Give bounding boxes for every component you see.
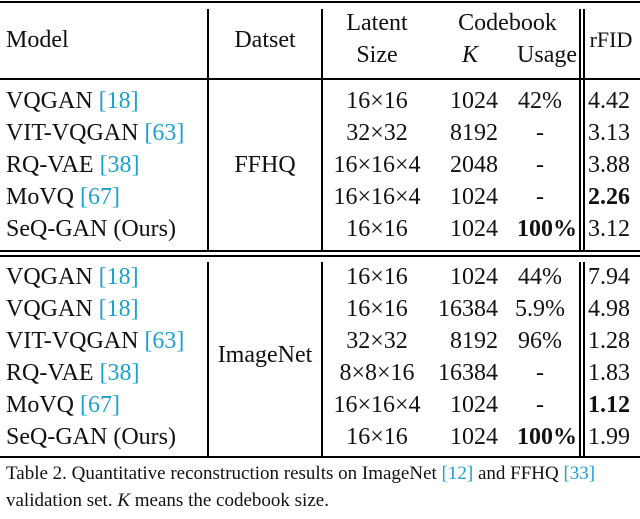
header-latent-2: Size [356, 42, 398, 68]
row-rfid: 7.94 [588, 264, 630, 290]
row-model: SeQ-GAN (Ours) [6, 216, 176, 242]
caption-cite-imagenet[interactable]: [12] [441, 463, 474, 484]
row-rfid: 1.99 [588, 424, 630, 450]
row-latent: 16×16×4 [333, 392, 421, 418]
vrule-dataset-2 [321, 262, 323, 456]
vrule-model [207, 9, 209, 250]
row-rfid: 4.42 [588, 88, 630, 114]
row-usage: - [536, 360, 544, 386]
group-dataset-ffhq: FFHQ [234, 152, 296, 178]
row-model: VQGAN [18] [6, 296, 139, 322]
row-latent: 16×16 [346, 424, 408, 450]
row-k: 1024 [450, 392, 498, 418]
header-k: K [461, 42, 478, 68]
row-model: MoVQ [67] [6, 184, 120, 210]
header-model: Model [6, 27, 69, 53]
row-rfid: 1.12 [588, 392, 630, 418]
row-k: 1024 [450, 264, 498, 290]
table-caption: Table 2. Quantitative reconstruction res… [6, 463, 596, 511]
row-latent: 16×16×4 [333, 152, 421, 178]
row-k: 8192 [450, 328, 498, 354]
row-usage: 5.9% [515, 296, 565, 322]
row-usage: 42% [518, 88, 562, 114]
bottom-rule [0, 456, 640, 458]
row-k: 1024 [450, 184, 498, 210]
row-rfid: 3.13 [588, 120, 630, 146]
caption-cite-ffhq[interactable]: [33] [563, 463, 596, 484]
row-model: MoVQ [67] [6, 392, 120, 418]
row-usage: - [536, 184, 544, 210]
row-rfid: 3.12 [588, 216, 630, 242]
header-rfid: rFID [589, 27, 633, 52]
header-dataset: Datset [234, 27, 296, 53]
row-rfid: 4.98 [588, 296, 630, 322]
top-rule [0, 1, 640, 3]
row-model: VIT-VQGAN [63] [6, 120, 185, 146]
row-rfid: 1.28 [588, 328, 630, 354]
header-codebook: Codebook [458, 10, 557, 36]
group-dataset-imagenet: ImageNet [217, 342, 313, 368]
group-rule-bottom [0, 255, 640, 257]
vrule-usage [579, 9, 581, 250]
vrule-dataset [321, 9, 323, 250]
row-k: 16384 [438, 296, 498, 322]
header-latent-1: Latent [346, 10, 408, 36]
row-rfid: 2.26 [588, 184, 630, 210]
row-latent: 32×32 [346, 120, 408, 146]
row-rfid: 3.88 [588, 152, 630, 178]
header-rule [0, 78, 640, 80]
vrule-usage-b2 [583, 262, 585, 456]
row-rfid: 1.83 [588, 360, 630, 386]
row-usage: - [536, 120, 544, 146]
row-model: RQ-VAE [38] [6, 360, 140, 386]
vrule-usage-2 [579, 262, 581, 456]
row-k: 8192 [450, 120, 498, 146]
row-k: 1024 [450, 424, 498, 450]
header-usage: Usage [517, 42, 577, 68]
row-k: 1024 [450, 88, 498, 114]
row-usage: 100% [517, 424, 577, 450]
row-model: VQGAN [18] [6, 264, 139, 290]
row-latent: 32×32 [346, 328, 408, 354]
row-latent: 16×16 [346, 216, 408, 242]
row-model: SeQ-GAN (Ours) [6, 424, 176, 450]
row-model: VQGAN [18] [6, 88, 139, 114]
row-latent: 16×16 [346, 88, 408, 114]
row-usage: 96% [518, 328, 562, 354]
row-k: 1024 [450, 216, 498, 242]
row-model: VIT-VQGAN [63] [6, 328, 185, 354]
row-latent: 16×16 [346, 296, 408, 322]
group-rule-top [0, 250, 640, 252]
vrule-model-2 [207, 262, 209, 456]
row-latent: 8×8×16 [339, 360, 415, 386]
row-k: 2048 [450, 152, 498, 178]
row-model: RQ-VAE [38] [6, 152, 140, 178]
row-usage: - [536, 152, 544, 178]
row-k: 16384 [438, 360, 498, 386]
row-usage: 100% [517, 216, 577, 242]
row-latent: 16×16 [346, 264, 408, 290]
row-latent: 16×16×4 [333, 184, 421, 210]
row-usage: 44% [518, 264, 562, 290]
vrule-usage-b [583, 9, 585, 250]
row-usage: - [536, 392, 544, 418]
